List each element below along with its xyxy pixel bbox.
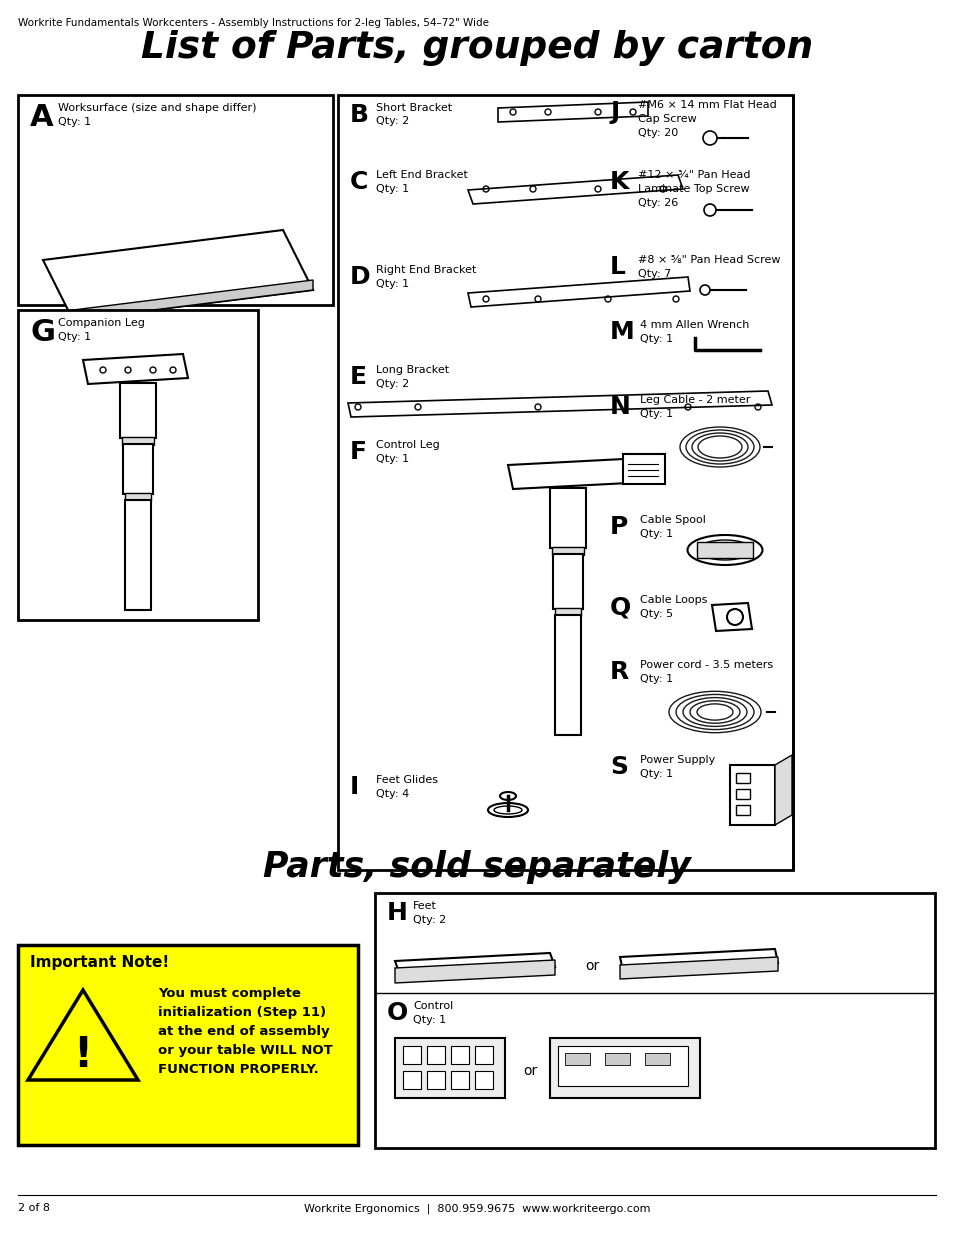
FancyBboxPatch shape (735, 789, 749, 799)
Text: Important Note!: Important Note! (30, 955, 169, 969)
Ellipse shape (687, 535, 761, 564)
Text: Workrite Fundamentals Workcenters - Assembly Instructions for 2-leg Tables, 54–7: Workrite Fundamentals Workcenters - Asse… (18, 19, 489, 28)
Text: Feet: Feet (413, 902, 436, 911)
Polygon shape (83, 354, 188, 384)
Ellipse shape (499, 792, 516, 800)
Ellipse shape (697, 540, 752, 559)
Text: Qty: 1: Qty: 1 (375, 184, 409, 194)
FancyBboxPatch shape (402, 1046, 420, 1065)
FancyBboxPatch shape (735, 773, 749, 783)
FancyBboxPatch shape (18, 945, 357, 1145)
FancyBboxPatch shape (622, 454, 664, 484)
FancyBboxPatch shape (564, 1053, 589, 1065)
Text: Control Leg: Control Leg (375, 440, 439, 450)
Text: Parts, sold separately: Parts, sold separately (263, 850, 690, 884)
Text: Cable Spool
Qty: 1: Cable Spool Qty: 1 (639, 515, 705, 538)
Polygon shape (468, 175, 682, 204)
Text: or: or (522, 1065, 537, 1078)
FancyBboxPatch shape (604, 1053, 629, 1065)
FancyBboxPatch shape (475, 1046, 493, 1065)
Polygon shape (711, 603, 751, 631)
Text: L: L (609, 254, 625, 279)
FancyBboxPatch shape (552, 547, 583, 555)
Polygon shape (43, 230, 313, 320)
Polygon shape (395, 960, 555, 983)
FancyBboxPatch shape (120, 383, 156, 438)
Text: 4 mm Allen Wrench
Qty: 1: 4 mm Allen Wrench Qty: 1 (639, 320, 749, 345)
Text: C: C (350, 170, 368, 194)
FancyBboxPatch shape (122, 437, 153, 445)
Text: Right End Bracket: Right End Bracket (375, 266, 476, 275)
Polygon shape (497, 103, 647, 122)
Text: O: O (387, 1002, 408, 1025)
FancyBboxPatch shape (555, 608, 580, 616)
Text: Qty: 1: Qty: 1 (375, 454, 409, 464)
FancyBboxPatch shape (125, 493, 151, 501)
FancyBboxPatch shape (427, 1046, 444, 1065)
FancyBboxPatch shape (18, 95, 333, 305)
Text: #8 × ⅝" Pan Head Screw
Qty: 7: #8 × ⅝" Pan Head Screw Qty: 7 (638, 254, 780, 279)
FancyBboxPatch shape (729, 764, 774, 825)
Text: Control: Control (413, 1002, 453, 1011)
Polygon shape (774, 755, 791, 825)
Text: Left End Bracket: Left End Bracket (375, 170, 467, 180)
Polygon shape (348, 391, 771, 417)
Text: M: M (609, 320, 634, 345)
FancyBboxPatch shape (123, 445, 152, 494)
FancyBboxPatch shape (735, 805, 749, 815)
Text: A: A (30, 103, 53, 132)
Text: Worksurface (size and shape differ): Worksurface (size and shape differ) (58, 103, 256, 112)
Text: Qty: 2: Qty: 2 (413, 915, 446, 925)
Text: Companion Leg: Companion Leg (58, 317, 145, 329)
Text: Qty: 4: Qty: 4 (375, 789, 409, 799)
FancyBboxPatch shape (644, 1053, 669, 1065)
Text: Qty: 1: Qty: 1 (375, 279, 409, 289)
Text: E: E (350, 366, 367, 389)
Text: List of Parts, grouped by carton: List of Parts, grouped by carton (141, 30, 812, 65)
FancyBboxPatch shape (550, 1037, 700, 1098)
FancyBboxPatch shape (558, 1046, 687, 1086)
Text: S: S (609, 755, 627, 779)
Polygon shape (73, 280, 313, 320)
Text: Power Supply
Qty: 1: Power Supply Qty: 1 (639, 755, 715, 779)
Ellipse shape (488, 803, 527, 818)
FancyBboxPatch shape (451, 1071, 469, 1089)
FancyBboxPatch shape (375, 893, 934, 1149)
Text: P: P (609, 515, 628, 538)
Polygon shape (468, 277, 689, 308)
Text: J: J (609, 100, 618, 124)
Text: or: or (584, 960, 598, 973)
Polygon shape (395, 953, 555, 974)
Text: Long Bracket: Long Bracket (375, 366, 449, 375)
Text: Power cord - 3.5 meters
Qty: 1: Power cord - 3.5 meters Qty: 1 (639, 659, 772, 684)
Text: Leg Cable - 2 meter
Qty: 1: Leg Cable - 2 meter Qty: 1 (639, 395, 750, 419)
FancyBboxPatch shape (550, 488, 585, 548)
Text: Qty: 2: Qty: 2 (375, 116, 409, 126)
Text: N: N (609, 395, 630, 419)
Text: Qty: 2: Qty: 2 (375, 379, 409, 389)
FancyBboxPatch shape (395, 1037, 504, 1098)
FancyBboxPatch shape (697, 542, 752, 558)
Text: You must complete
initialization (Step 11)
at the end of assembly
or your table : You must complete initialization (Step 1… (158, 987, 333, 1076)
FancyBboxPatch shape (451, 1046, 469, 1065)
Text: G: G (30, 317, 55, 347)
Text: Q: Q (609, 595, 631, 619)
Text: I: I (350, 776, 359, 799)
Text: R: R (609, 659, 629, 684)
FancyBboxPatch shape (402, 1071, 420, 1089)
Text: D: D (350, 266, 370, 289)
Text: Qty: 1: Qty: 1 (58, 117, 91, 127)
Text: H: H (387, 902, 408, 925)
Text: Qty: 1: Qty: 1 (413, 1015, 446, 1025)
FancyBboxPatch shape (475, 1071, 493, 1089)
Polygon shape (28, 990, 138, 1079)
Text: Workrite Ergonomics  |  800.959.9675  www.workriteergo.com: Workrite Ergonomics | 800.959.9675 www.w… (303, 1203, 650, 1214)
Text: !: ! (73, 1034, 92, 1076)
Text: 2 of 8: 2 of 8 (18, 1203, 50, 1213)
Text: Qty: 1: Qty: 1 (58, 332, 91, 342)
Text: K: K (609, 170, 629, 194)
Text: F: F (350, 440, 367, 464)
Text: #M6 × 14 mm Flat Head
Cap Screw
Qty: 20: #M6 × 14 mm Flat Head Cap Screw Qty: 20 (638, 100, 776, 138)
FancyBboxPatch shape (18, 310, 257, 620)
Text: Cable Loops
Qty: 5: Cable Loops Qty: 5 (639, 595, 706, 619)
